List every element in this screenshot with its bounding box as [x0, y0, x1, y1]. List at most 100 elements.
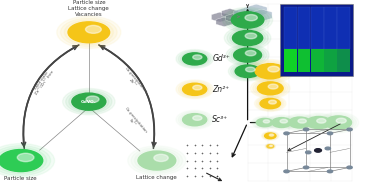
- Circle shape: [230, 29, 265, 47]
- Circle shape: [305, 151, 311, 154]
- Circle shape: [135, 149, 179, 172]
- Circle shape: [263, 120, 270, 123]
- Bar: [284, 49, 297, 72]
- Circle shape: [228, 10, 267, 30]
- Circle shape: [226, 9, 270, 31]
- Circle shape: [269, 100, 276, 104]
- Circle shape: [284, 170, 289, 173]
- Circle shape: [304, 166, 309, 169]
- Circle shape: [314, 149, 321, 152]
- Circle shape: [336, 118, 346, 123]
- Circle shape: [317, 119, 326, 123]
- Circle shape: [235, 65, 260, 78]
- Bar: [284, 7, 297, 49]
- Circle shape: [128, 146, 186, 175]
- Circle shape: [263, 132, 278, 140]
- Circle shape: [224, 26, 271, 50]
- Circle shape: [267, 145, 274, 148]
- Bar: [311, 49, 324, 72]
- Circle shape: [176, 80, 213, 99]
- Circle shape: [229, 46, 266, 65]
- Text: Gd³⁺: Gd³⁺: [212, 54, 230, 63]
- Polygon shape: [211, 12, 229, 22]
- Circle shape: [263, 132, 277, 139]
- Bar: [324, 49, 337, 72]
- Polygon shape: [239, 13, 261, 25]
- Circle shape: [266, 115, 297, 130]
- Circle shape: [57, 16, 121, 48]
- Circle shape: [183, 53, 207, 65]
- Circle shape: [69, 92, 109, 112]
- Circle shape: [253, 62, 288, 80]
- Circle shape: [260, 98, 280, 109]
- Text: Lattice change: Lattice change: [136, 175, 177, 180]
- Circle shape: [154, 154, 168, 162]
- Circle shape: [231, 12, 264, 28]
- Circle shape: [256, 118, 273, 127]
- Circle shape: [255, 118, 274, 127]
- Circle shape: [176, 110, 213, 129]
- Circle shape: [285, 115, 314, 130]
- Circle shape: [254, 96, 286, 112]
- Circle shape: [300, 113, 337, 132]
- Circle shape: [183, 83, 207, 95]
- Circle shape: [257, 82, 283, 95]
- Polygon shape: [226, 13, 242, 23]
- Circle shape: [131, 148, 183, 173]
- Circle shape: [247, 59, 294, 83]
- Circle shape: [178, 111, 211, 128]
- Circle shape: [289, 117, 311, 128]
- Circle shape: [86, 96, 99, 103]
- Circle shape: [85, 25, 101, 33]
- Bar: [338, 7, 350, 49]
- Circle shape: [327, 170, 333, 173]
- Polygon shape: [245, 4, 267, 17]
- Circle shape: [245, 33, 257, 39]
- Bar: [324, 7, 337, 49]
- Circle shape: [347, 166, 352, 169]
- Circle shape: [255, 81, 285, 96]
- Circle shape: [233, 64, 262, 79]
- Circle shape: [176, 50, 213, 68]
- Circle shape: [325, 147, 330, 150]
- Bar: [297, 7, 310, 49]
- Text: Solid state
Zn²⁺/Zn²⁺ free: Solid state Zn²⁺/Zn²⁺ free: [32, 67, 55, 96]
- Bar: [297, 49, 310, 72]
- Circle shape: [262, 131, 279, 140]
- Circle shape: [178, 81, 211, 98]
- Circle shape: [268, 84, 278, 89]
- Circle shape: [270, 117, 293, 128]
- Circle shape: [255, 64, 285, 79]
- Text: Co-precipitation
Zn²⁺: Co-precipitation Zn²⁺: [121, 66, 148, 97]
- Circle shape: [304, 115, 333, 130]
- Circle shape: [180, 112, 209, 127]
- Text: Zn²⁺: Zn²⁺: [212, 85, 229, 94]
- Text: Particle size: Particle size: [5, 176, 37, 181]
- Circle shape: [72, 93, 106, 110]
- Circle shape: [307, 116, 331, 129]
- Circle shape: [0, 146, 51, 176]
- Circle shape: [280, 119, 288, 123]
- Polygon shape: [222, 9, 238, 18]
- Bar: [280, 4, 353, 76]
- Circle shape: [302, 114, 335, 131]
- Circle shape: [246, 67, 255, 72]
- Text: Sc³⁺: Sc³⁺: [212, 115, 229, 124]
- Circle shape: [0, 148, 46, 173]
- Circle shape: [298, 119, 306, 123]
- Circle shape: [226, 44, 269, 66]
- Circle shape: [287, 116, 313, 129]
- Circle shape: [17, 153, 34, 162]
- Circle shape: [231, 63, 265, 80]
- Circle shape: [193, 116, 202, 120]
- Circle shape: [270, 145, 272, 146]
- Circle shape: [270, 134, 274, 136]
- Circle shape: [245, 15, 257, 21]
- Circle shape: [265, 133, 276, 139]
- Bar: [338, 49, 350, 72]
- Circle shape: [284, 132, 289, 135]
- Circle shape: [227, 28, 268, 48]
- Circle shape: [223, 7, 273, 32]
- Circle shape: [253, 117, 276, 128]
- Circle shape: [325, 116, 352, 129]
